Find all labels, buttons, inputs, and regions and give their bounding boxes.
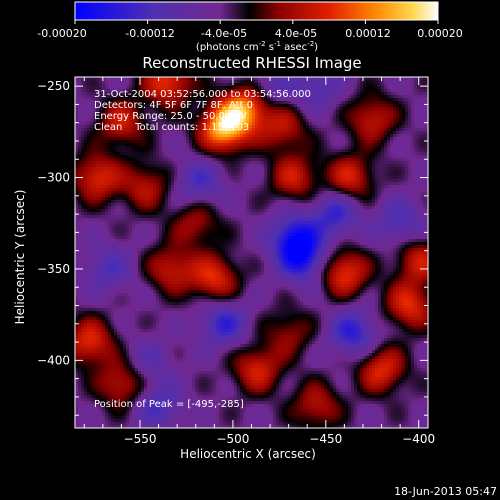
colorbar-tick-label: 0.00012: [345, 27, 391, 40]
detectors-label: Detectors: 4F 5F 6F 7F 8F, Att 0: [94, 100, 253, 111]
colorbar-unit-label: (photons cm-2 s-1 asec-2): [196, 40, 318, 53]
y-axis-title: Heliocentric Y (arcsec): [13, 190, 27, 325]
colorbar-ticks: [74, 20, 439, 24]
y-tick-label: −300: [37, 171, 70, 185]
peak-position-label: Position of Peak = [-495,-285]: [94, 399, 244, 410]
annotation-block: 31-Oct-2004 03:52:56.000 to 03:54:56.000…: [94, 89, 311, 133]
x-tick-label: −400: [402, 432, 435, 446]
y-tick-label: −250: [37, 79, 70, 93]
x-axis-title: Heliocentric X (arcsec): [180, 447, 316, 461]
x-tick-label: −450: [309, 432, 342, 446]
time-range-label: 31-Oct-2004 03:52:56.000 to 03:54:56.000: [94, 89, 311, 100]
x-tick-label: −550: [124, 432, 157, 446]
y-tick-label: −350: [37, 262, 70, 276]
colorbar-tick-label: -4.0e-05: [201, 27, 247, 40]
energy-range-label: Energy Range: 25.0 - 50.0 keV: [94, 111, 247, 122]
clean-counts-label: Clean Total counts: 1.15e103: [94, 122, 249, 133]
colorbar-tick-label: 4.0e-05: [275, 27, 317, 40]
heatmap: [75, 77, 428, 428]
y-tick-label: −400: [37, 353, 70, 367]
colorbar: [74, 1, 439, 21]
timestamp-label: 18-Jun-2013 05:47: [394, 485, 497, 498]
colorbar-tick-label: -0.00012: [125, 27, 174, 40]
axes: −550 −500 −450 −400 −250 −300 −350 −400: [37, 77, 435, 446]
x-tick-label: −500: [216, 432, 249, 446]
chart-title: Reconstructed RHESSI Image: [142, 54, 361, 72]
colorbar-tick-label: -0.00020: [37, 27, 86, 40]
colorbar-tick-label: 0.00020: [417, 27, 463, 40]
